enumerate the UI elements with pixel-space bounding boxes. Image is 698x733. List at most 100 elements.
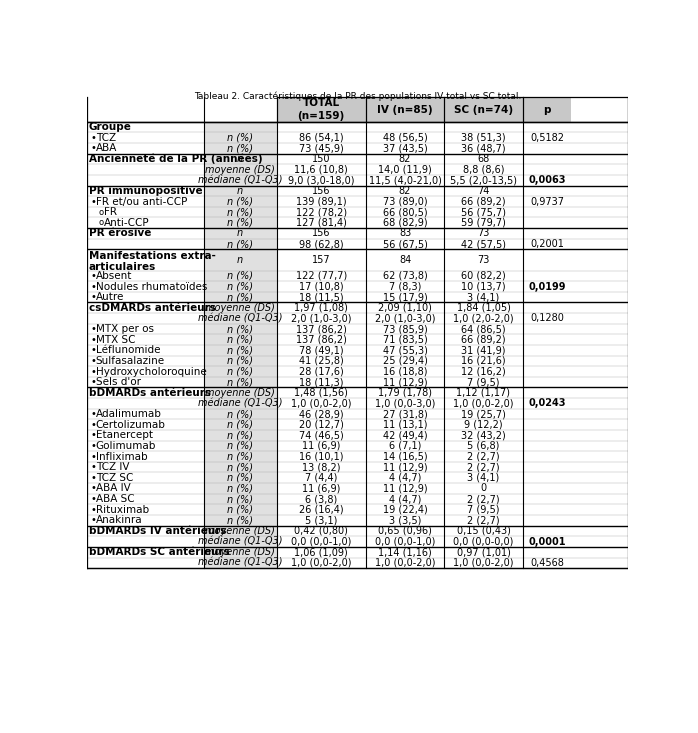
Text: 7 (9,5): 7 (9,5)	[467, 377, 500, 387]
Text: •: •	[90, 430, 96, 441]
Text: TCZ: TCZ	[96, 133, 116, 143]
Text: •: •	[90, 335, 96, 345]
Text: 73 (45,9): 73 (45,9)	[299, 144, 343, 153]
Text: p: p	[543, 105, 551, 114]
Text: 46 (28,9): 46 (28,9)	[299, 409, 343, 419]
Text: 0,0063: 0,0063	[528, 175, 566, 185]
Text: 150: 150	[312, 154, 330, 164]
Text: n (%): n (%)	[227, 473, 253, 483]
Text: 156: 156	[312, 229, 330, 238]
Text: 64 (86,5): 64 (86,5)	[461, 324, 506, 334]
Bar	[204, 133, 276, 143]
Text: 3 (4,1): 3 (4,1)	[468, 292, 500, 302]
Bar	[204, 558, 276, 568]
Bar	[204, 377, 276, 388]
Text: n (%): n (%)	[227, 484, 253, 493]
Text: 13 (8,2): 13 (8,2)	[302, 463, 341, 472]
Text: n (%): n (%)	[227, 144, 253, 153]
Text: 83: 83	[399, 229, 411, 238]
Bar	[204, 345, 276, 356]
Bar	[204, 239, 276, 249]
Text: 1,0 (0,0-2,0): 1,0 (0,0-2,0)	[375, 558, 436, 568]
Bar	[204, 356, 276, 366]
Text: 5 (6,8): 5 (6,8)	[467, 441, 500, 451]
Text: 31 (41,9): 31 (41,9)	[461, 345, 506, 356]
Text: 60 (82,2): 60 (82,2)	[461, 271, 506, 281]
Text: 5 (3,1): 5 (3,1)	[305, 515, 337, 526]
Text: 11 (6,9): 11 (6,9)	[302, 441, 341, 451]
Text: 36 (48,7): 36 (48,7)	[461, 144, 506, 153]
Text: 11 (12,9): 11 (12,9)	[383, 484, 427, 493]
Bar	[204, 494, 276, 504]
Text: Hydroxycholoroquine: Hydroxycholoroquine	[96, 366, 207, 377]
Bar	[204, 313, 276, 324]
Text: 19 (25,7): 19 (25,7)	[461, 409, 506, 419]
Text: 0,97 (1,01): 0,97 (1,01)	[456, 548, 510, 557]
Text: Autre: Autre	[96, 292, 124, 302]
Text: n: n	[237, 186, 243, 196]
Text: 82: 82	[399, 154, 411, 164]
Text: Ancienneté de la PR (années): Ancienneté de la PR (années)	[89, 154, 262, 164]
Text: n: n	[237, 229, 243, 238]
Text: 42 (57,5): 42 (57,5)	[461, 239, 506, 249]
Text: n (%): n (%)	[227, 218, 253, 228]
Text: 27 (31,8): 27 (31,8)	[383, 409, 427, 419]
Bar	[204, 409, 276, 419]
Text: •: •	[90, 441, 96, 451]
Text: 0,0 (0,0-0,0): 0,0 (0,0-0,0)	[453, 537, 514, 547]
Text: n (%): n (%)	[227, 324, 253, 334]
Text: •: •	[90, 409, 96, 419]
Text: ABA SC: ABA SC	[96, 494, 135, 504]
Text: 3 (4,1): 3 (4,1)	[468, 473, 500, 483]
Text: 4 (4,7): 4 (4,7)	[389, 494, 422, 504]
Text: 3 (3,5): 3 (3,5)	[389, 515, 422, 526]
Text: •: •	[90, 463, 96, 472]
Text: 6 (7,1): 6 (7,1)	[389, 441, 422, 451]
Text: 0,0 (0,0-1,0): 0,0 (0,0-1,0)	[375, 537, 436, 547]
Text: 16 (18,8): 16 (18,8)	[383, 366, 427, 377]
Text: 42 (49,4): 42 (49,4)	[383, 430, 427, 441]
Text: •: •	[90, 356, 96, 366]
Text: 37 (43,5): 37 (43,5)	[383, 144, 427, 153]
Text: 48 (56,5): 48 (56,5)	[383, 133, 427, 143]
Text: MTX per os: MTX per os	[96, 324, 154, 334]
Bar	[204, 281, 276, 292]
Text: Anti-CCP: Anti-CCP	[103, 218, 149, 228]
Text: •: •	[90, 281, 96, 292]
Text: 2 (2,7): 2 (2,7)	[467, 515, 500, 526]
Text: 0: 0	[480, 484, 487, 493]
Text: 0,0243: 0,0243	[528, 399, 566, 408]
Text: 11 (6,9): 11 (6,9)	[302, 484, 341, 493]
Text: n (%): n (%)	[227, 505, 253, 515]
Bar	[204, 419, 276, 430]
Text: 2 (2,7): 2 (2,7)	[467, 452, 500, 462]
Text: médiane (Q1-Q3): médiane (Q1-Q3)	[198, 314, 282, 323]
Text: moyenne (DS): moyenne (DS)	[205, 303, 275, 313]
Text: 71 (83,5): 71 (83,5)	[383, 335, 427, 345]
Text: n (%): n (%)	[227, 345, 253, 356]
Bar	[523, 97, 572, 122]
Text: 56 (75,7): 56 (75,7)	[461, 207, 506, 217]
Text: 15 (17,9): 15 (17,9)	[383, 292, 427, 302]
Text: 73: 73	[477, 255, 490, 265]
Text: n (%): n (%)	[227, 366, 253, 377]
Text: •: •	[90, 452, 96, 462]
Text: 139 (89,1): 139 (89,1)	[296, 196, 346, 207]
Text: SC (n=74): SC (n=74)	[454, 105, 513, 114]
Text: n (%): n (%)	[227, 420, 253, 430]
Text: médiane (Q1-Q3): médiane (Q1-Q3)	[198, 399, 282, 408]
Text: 1,0 (0,0-2,0): 1,0 (0,0-2,0)	[453, 558, 514, 568]
Text: 18 (11,5): 18 (11,5)	[299, 292, 343, 302]
Text: n (%): n (%)	[227, 207, 253, 217]
Bar	[204, 462, 276, 473]
Text: csDMARDs antérieurs: csDMARDs antérieurs	[89, 303, 216, 313]
Text: 1,0 (0,0-2,0): 1,0 (0,0-2,0)	[291, 558, 352, 568]
Text: 1,14 (1,16): 1,14 (1,16)	[378, 548, 432, 557]
Text: Groupe: Groupe	[89, 122, 132, 132]
Text: 0,2001: 0,2001	[530, 239, 564, 249]
Text: 11 (13,1): 11 (13,1)	[383, 420, 427, 430]
Text: 137 (86,2): 137 (86,2)	[296, 324, 347, 334]
Text: 10 (13,7): 10 (13,7)	[461, 281, 506, 292]
Text: 0,5182: 0,5182	[530, 133, 564, 143]
Text: 2,0 (1,0-3,0): 2,0 (1,0-3,0)	[375, 314, 436, 323]
